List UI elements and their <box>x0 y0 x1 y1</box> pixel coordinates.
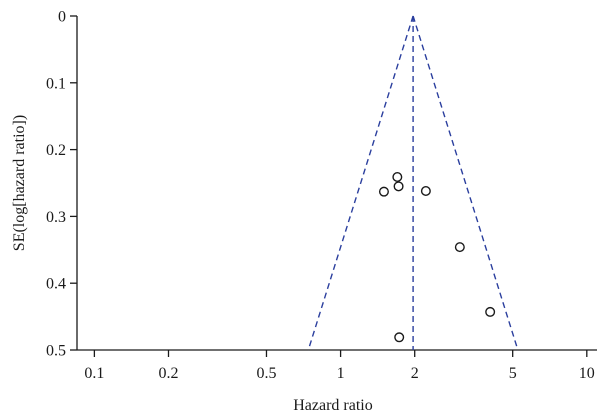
axes <box>76 16 597 351</box>
x-axis-label: Hazard ratio <box>293 397 373 414</box>
data-point <box>454 242 465 253</box>
funnel-left-boundary <box>307 15 414 351</box>
x-tick-label: 0.2 <box>158 365 178 382</box>
data-point <box>420 186 431 197</box>
y-tick-label: 0 <box>58 9 66 26</box>
y-tick-label: 0.5 <box>46 343 66 360</box>
y-tick-label: 0.3 <box>46 209 66 226</box>
y-axis-ticks: 0 0.1 0.2 0.3 0.4 0.5 <box>46 9 77 360</box>
y-tick-label: 0.1 <box>46 75 66 92</box>
x-tick-label: 10 <box>579 365 595 382</box>
x-tick-label: 2 <box>411 365 419 382</box>
funnel-lines <box>307 15 519 351</box>
data-point <box>392 171 403 182</box>
y-axis-label: SE(log[hazard ratio]) <box>11 115 28 251</box>
x-tick-label: 0.5 <box>256 365 276 382</box>
data-point <box>485 306 496 317</box>
x-tick-label: 5 <box>509 365 517 382</box>
data-point <box>394 332 405 343</box>
data-point <box>378 186 389 197</box>
x-axis-ticks: 0.1 0.2 0.5 1 2 5 10 <box>84 350 595 382</box>
x-tick-label: 0.1 <box>84 365 104 382</box>
y-tick-label: 0.4 <box>46 276 66 293</box>
data-point <box>393 181 404 192</box>
x-tick-label: 1 <box>337 365 345 382</box>
funnel-right-boundary <box>412 15 519 351</box>
data-points <box>378 171 496 343</box>
y-tick-label: 0.2 <box>46 142 66 159</box>
